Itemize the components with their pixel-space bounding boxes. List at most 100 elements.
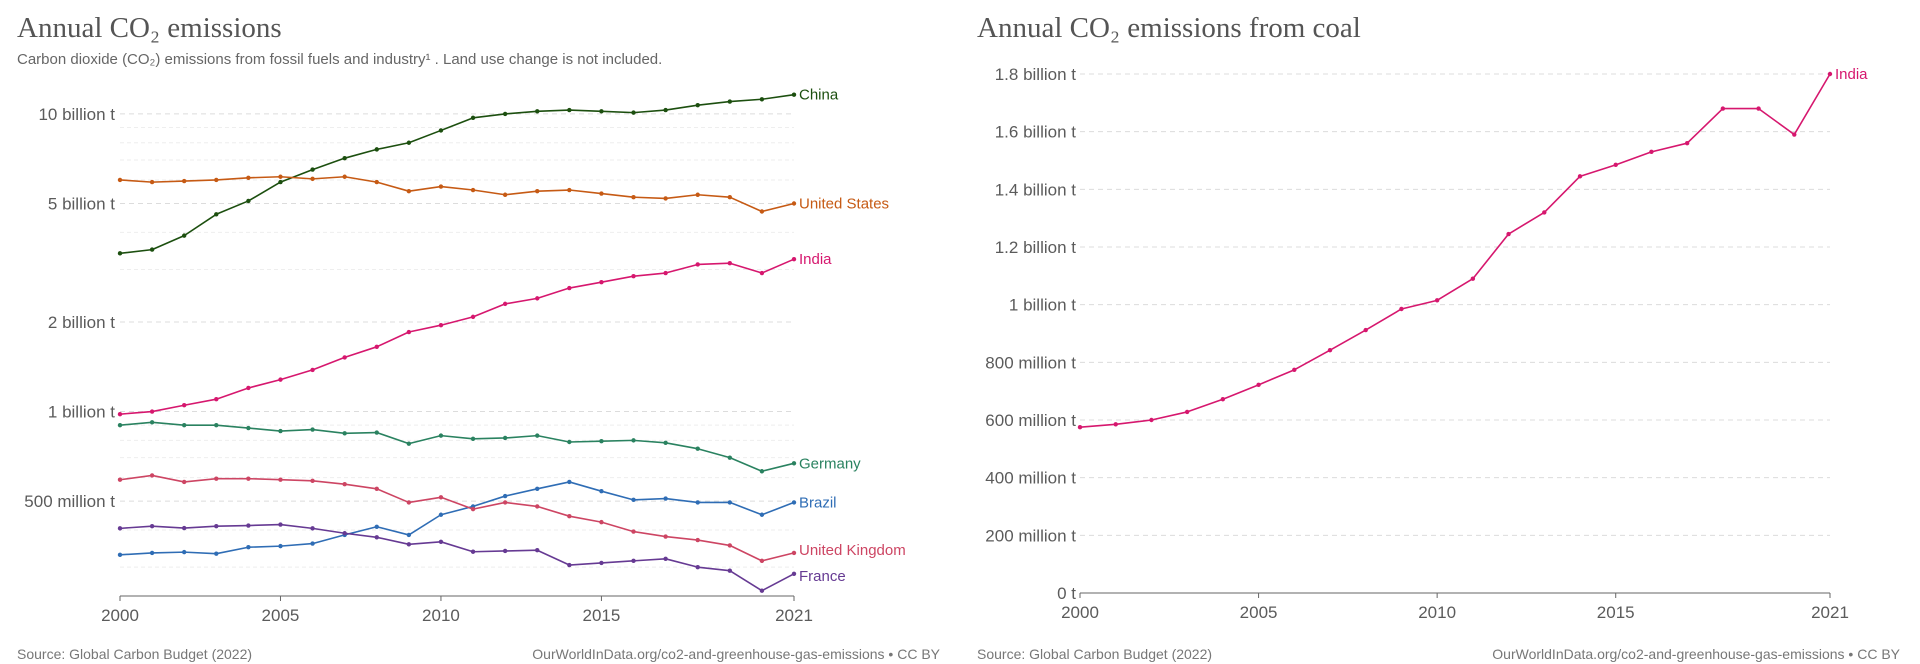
data-point[interactable] <box>214 422 219 428</box>
data-point[interactable] <box>310 367 315 373</box>
data-point[interactable] <box>1684 141 1690 146</box>
data-point[interactable] <box>117 526 123 531</box>
data-point[interactable] <box>663 440 668 446</box>
series-line-united-states[interactable] <box>119 175 795 213</box>
data-point[interactable] <box>438 495 444 500</box>
data-point[interactable] <box>502 493 508 499</box>
series-france[interactable]: France <box>117 522 846 593</box>
data-point[interactable] <box>342 431 347 436</box>
series-germany[interactable]: Germany <box>117 420 861 474</box>
data-point[interactable] <box>406 500 412 505</box>
data-point[interactable] <box>310 427 315 432</box>
data-point[interactable] <box>1613 162 1618 168</box>
series-line-china[interactable] <box>119 93 795 255</box>
data-point[interactable] <box>214 177 219 183</box>
data-point[interactable] <box>631 529 636 534</box>
data-point[interactable] <box>342 155 347 161</box>
data-point[interactable] <box>310 541 315 546</box>
data-point[interactable] <box>214 212 219 217</box>
data-point[interactable] <box>149 409 155 414</box>
data-point[interactable] <box>374 486 379 492</box>
data-point[interactable] <box>759 469 765 474</box>
series-china[interactable]: China <box>117 87 839 256</box>
data-point[interactable] <box>759 270 765 276</box>
data-point[interactable] <box>695 537 700 543</box>
data-point[interactable] <box>406 542 412 547</box>
data-point[interactable] <box>1577 174 1583 179</box>
data-point[interactable] <box>438 184 444 189</box>
data-point[interactable] <box>502 500 508 505</box>
data-point[interactable] <box>181 178 187 184</box>
data-point[interactable] <box>246 175 251 181</box>
data-point[interactable] <box>567 187 572 193</box>
data-point[interactable] <box>438 433 444 438</box>
data-point[interactable] <box>246 523 251 528</box>
series-brazil[interactable]: Brazil <box>117 479 837 558</box>
data-point[interactable] <box>438 512 444 517</box>
data-point[interactable] <box>181 525 187 531</box>
data-point[interactable] <box>149 179 155 185</box>
data-point[interactable] <box>663 107 668 113</box>
source-link[interactable]: OurWorldInData.org/co2-and-greenhouse-ga… <box>532 646 940 662</box>
data-point[interactable] <box>438 539 444 545</box>
data-point[interactable] <box>567 107 572 113</box>
data-point[interactable] <box>663 496 668 501</box>
data-point[interactable] <box>1327 348 1333 353</box>
data-point[interactable] <box>310 526 315 531</box>
data-point[interactable] <box>214 397 219 402</box>
data-point[interactable] <box>214 523 219 529</box>
data-point[interactable] <box>117 552 123 558</box>
data-point[interactable] <box>1363 327 1368 333</box>
data-point[interactable] <box>278 428 283 434</box>
data-point[interactable] <box>759 558 765 564</box>
data-point[interactable] <box>470 549 476 554</box>
data-point[interactable] <box>663 196 668 201</box>
data-point[interactable] <box>535 504 540 509</box>
data-point[interactable] <box>1113 422 1118 427</box>
data-point[interactable] <box>535 188 540 194</box>
data-point[interactable] <box>342 531 347 536</box>
series-line-france[interactable] <box>119 523 795 592</box>
series-line-germany[interactable] <box>119 421 795 473</box>
data-point[interactable] <box>631 273 636 279</box>
source-link[interactable]: OurWorldInData.org/co2-and-greenhouse-ga… <box>1492 646 1900 662</box>
series-india[interactable]: India <box>1077 66 1868 430</box>
data-point[interactable] <box>502 548 508 554</box>
data-point[interactable] <box>759 209 765 214</box>
data-point[interactable] <box>278 477 283 482</box>
data-point[interactable] <box>278 377 283 382</box>
data-point[interactable] <box>727 194 733 200</box>
data-point[interactable] <box>791 500 797 505</box>
data-point[interactable] <box>599 438 604 444</box>
data-point[interactable] <box>374 430 379 435</box>
data-point[interactable] <box>599 279 604 285</box>
data-point[interactable] <box>599 109 604 114</box>
data-point[interactable] <box>1256 382 1261 388</box>
data-point[interactable] <box>278 543 283 549</box>
data-point[interactable] <box>663 534 668 539</box>
data-point[interactable] <box>470 115 476 121</box>
data-point[interactable] <box>1292 367 1297 373</box>
data-point[interactable] <box>438 323 444 328</box>
data-point[interactable] <box>406 329 412 335</box>
data-point[interactable] <box>631 558 636 564</box>
data-point[interactable] <box>599 519 604 525</box>
data-point[interactable] <box>246 198 251 204</box>
data-point[interactable] <box>470 436 476 441</box>
data-point[interactable] <box>535 109 540 114</box>
data-point[interactable] <box>535 548 540 553</box>
data-point[interactable] <box>470 187 476 193</box>
data-point[interactable] <box>310 167 315 172</box>
data-point[interactable] <box>181 479 187 485</box>
data-point[interactable] <box>342 481 347 487</box>
data-point[interactable] <box>1506 231 1511 237</box>
series-united-kingdom[interactable]: United Kingdom <box>117 473 906 564</box>
data-point[interactable] <box>663 270 668 276</box>
data-point[interactable] <box>663 556 668 562</box>
data-point[interactable] <box>695 446 700 451</box>
data-point[interactable] <box>149 473 155 478</box>
data-point[interactable] <box>535 433 540 438</box>
data-point[interactable] <box>535 486 540 492</box>
data-point[interactable] <box>246 476 251 481</box>
data-point[interactable] <box>117 411 123 417</box>
